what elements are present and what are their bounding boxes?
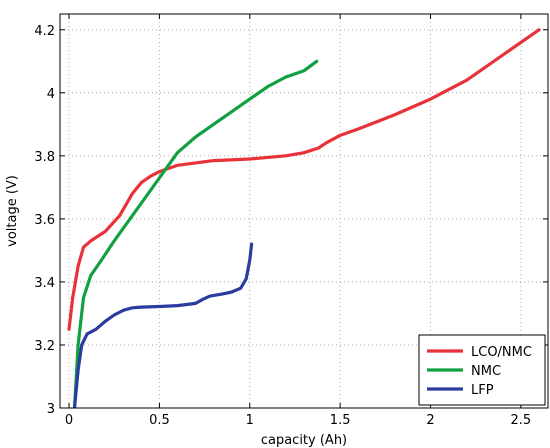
axis-ticks [60,14,548,409]
x-tick-label: 1.5 [330,413,351,428]
series-lines [67,28,541,408]
y-tick-label: 3.2 [34,339,55,354]
x-tick-label: 1 [246,413,254,428]
x-tick-label: 2.5 [511,413,532,428]
y-tick-label: 3.8 [34,150,55,165]
legend: LCO/NMC NMC LFP [418,334,546,406]
legend-label: LFP [471,383,494,398]
y-tick-labels: 3 3.2 3.4 3.6 3.8 4 4.2 [34,24,55,417]
plot-frame [59,13,549,409]
x-tick-label: 0 [65,413,73,428]
x-tick-label: 2 [426,413,434,428]
y-tick-label: 3.6 [34,213,55,228]
y-tick-label: 3.4 [34,276,55,291]
legend-label: LCO/NMC [471,345,532,360]
y-tick-label: 4.2 [34,24,55,39]
legend-items: LCO/NMC NMC LFP [427,345,532,398]
x-axis-title: capacity (Ah) [261,433,347,448]
y-tick-label: 4 [47,87,55,102]
series-line-nmc [72,59,319,408]
x-tick-labels: 0 0.5 1 1.5 2 2.5 [65,413,531,428]
y-tick-label: 3 [47,402,55,417]
y-axis-title: voltage (V) [5,175,20,247]
series-line-lfp [72,242,254,408]
legend-label: NMC [471,364,501,379]
x-tick-label: 0.5 [149,413,170,428]
series-line-lco-nmc [67,28,541,331]
